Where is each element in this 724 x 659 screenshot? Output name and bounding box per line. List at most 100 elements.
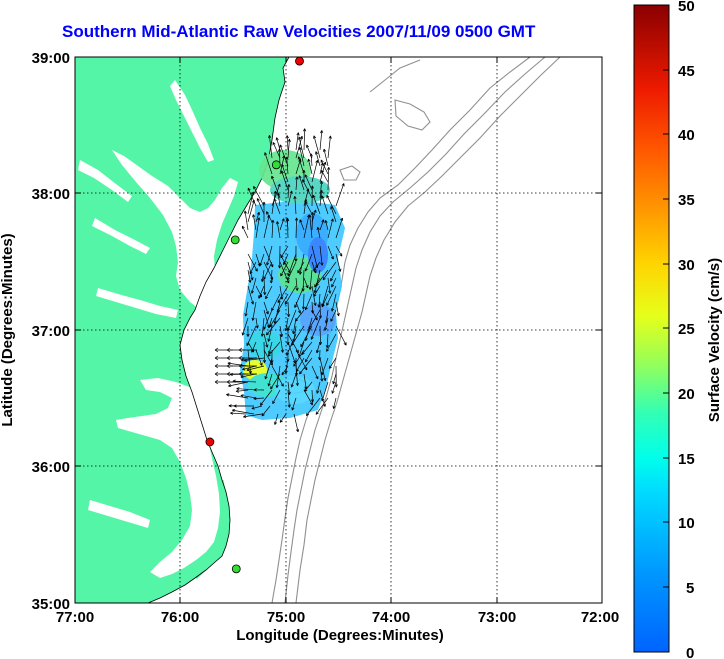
- velocity-arrow: [319, 180, 324, 199]
- velocity-arrow: [242, 365, 257, 371]
- albemarle-sound: [116, 378, 220, 578]
- velocity-arrow: [268, 135, 273, 159]
- colorbar-tick-label: 20: [678, 386, 695, 403]
- velocity-arrow: [316, 226, 321, 239]
- velocity-arrow: [263, 349, 273, 366]
- velocity-arrow: [253, 396, 265, 401]
- velocity-arrow: [251, 301, 257, 321]
- velocity-arrow: [332, 397, 337, 409]
- velocity-arrow: [313, 135, 321, 159]
- velocity-arrow: [271, 183, 281, 207]
- velocity-arrow: [291, 397, 297, 411]
- velocity-arrow: [238, 347, 257, 353]
- velocity-arrow: [311, 261, 317, 274]
- radar-station-marker: [231, 564, 241, 574]
- velocity-arrow: [292, 317, 297, 335]
- velocity-arrow: [328, 357, 337, 369]
- bay-inlet-potomac: [78, 160, 132, 202]
- velocity-arrow: [263, 309, 273, 330]
- velocity-arrow: [313, 285, 321, 297]
- velocity-arrow: [335, 217, 344, 239]
- velocity-arrow: [241, 225, 249, 239]
- velocity-arrow: [335, 245, 343, 257]
- velocity-arrow: [243, 357, 265, 362]
- velocity-arrow: [250, 277, 257, 294]
- x-tick-label: 77:00: [56, 609, 94, 626]
- y-tick-label: 36:00: [32, 459, 70, 476]
- velocity-arrow: [325, 333, 329, 349]
- velocity-arrow: [335, 253, 342, 272]
- bay-inlet-james: [96, 288, 178, 318]
- velocity-arrow: [287, 389, 291, 408]
- velocity-arrow: [311, 365, 319, 380]
- velocity-arrow: [332, 373, 337, 385]
- velocity-arrow: [304, 201, 313, 215]
- velocity-arrow: [287, 253, 297, 277]
- y-axis-label: Latitude (Degrees:Minutes): [0, 233, 16, 426]
- velocity-arrow: [321, 195, 329, 215]
- velocity-arrow: [247, 253, 258, 272]
- velocity-arrow: [255, 349, 263, 366]
- velocity-arrow: [285, 217, 290, 239]
- velocity-arrow: [324, 317, 329, 331]
- velocity-arrow: [244, 301, 249, 317]
- velocity-arrow: [266, 245, 273, 266]
- velocity-arrow: [331, 381, 337, 394]
- x-tick-label: 72:00: [581, 609, 619, 626]
- velocity-arrow: [267, 373, 273, 387]
- velocity-arrow: [228, 381, 249, 388]
- colorbar-label: Surface Velocity (cm/s): [706, 258, 723, 422]
- velocity-arrow: [243, 210, 249, 231]
- velocity-arrow: [276, 221, 281, 239]
- velocity-arrow: [319, 189, 324, 207]
- radar-station-marker: [205, 437, 215, 447]
- velocity-arrow: [295, 365, 299, 386]
- velocity-arrow: [295, 277, 299, 291]
- colorbar-tick-label: 0: [686, 645, 694, 659]
- velocity-arrow: [256, 198, 265, 215]
- velocity-arrow: [259, 389, 273, 406]
- velocity-arrow: [279, 333, 284, 353]
- velocity-arrow: [312, 194, 321, 215]
- velocity-arrow: [286, 301, 291, 318]
- velocity-arrow: [253, 185, 265, 207]
- velocity-arrow: [272, 142, 281, 159]
- velocity-arrow: [260, 317, 265, 337]
- velocity-arrow: [236, 387, 257, 391]
- y-tick-label: 39:00: [32, 50, 70, 67]
- velocity-arrow: [246, 365, 265, 372]
- velocity-arrow: [301, 293, 306, 310]
- velocity-arrow: [315, 397, 329, 415]
- velocity-arrow: [335, 301, 340, 317]
- velocity-arrow: [271, 219, 275, 239]
- velocity-arrow: [262, 201, 266, 223]
- velocity-arrow: [273, 301, 281, 324]
- velocity-arrow: [276, 192, 281, 207]
- velocity-arrow: [247, 199, 256, 223]
- velocity-arrow: [231, 408, 255, 415]
- velocity-arrow: [295, 135, 303, 159]
- velocity-arrow: [255, 217, 261, 239]
- velocity-arrow: [281, 365, 289, 376]
- velocity-arrow: [290, 373, 297, 388]
- velocity-arrow: [295, 176, 299, 191]
- velocity-arrow: [319, 245, 324, 266]
- velocity-arrow: [266, 317, 281, 336]
- velocity-arrow: [298, 136, 305, 159]
- velocity-arrow: [235, 389, 249, 393]
- axis-ticks: [75, 57, 602, 603]
- velocity-arrow: [240, 394, 257, 399]
- velocity-arrow: [331, 277, 337, 288]
- velocity-arrow: [310, 185, 314, 207]
- velocity-arrow: [267, 341, 281, 357]
- x-tick-label: 74:00: [372, 609, 410, 626]
- velocity-arrow: [294, 217, 299, 239]
- velocity-arrow: [295, 301, 301, 314]
- velocity-arrow: [294, 285, 305, 308]
- velocity-arrow: [330, 269, 337, 282]
- velocity-arrow: [315, 151, 321, 167]
- velocity-arrow: [313, 269, 321, 294]
- colorbar-tick-label: 35: [678, 192, 695, 209]
- velocity-arrow: [253, 388, 265, 392]
- colorbar-tick-label: 45: [678, 63, 695, 80]
